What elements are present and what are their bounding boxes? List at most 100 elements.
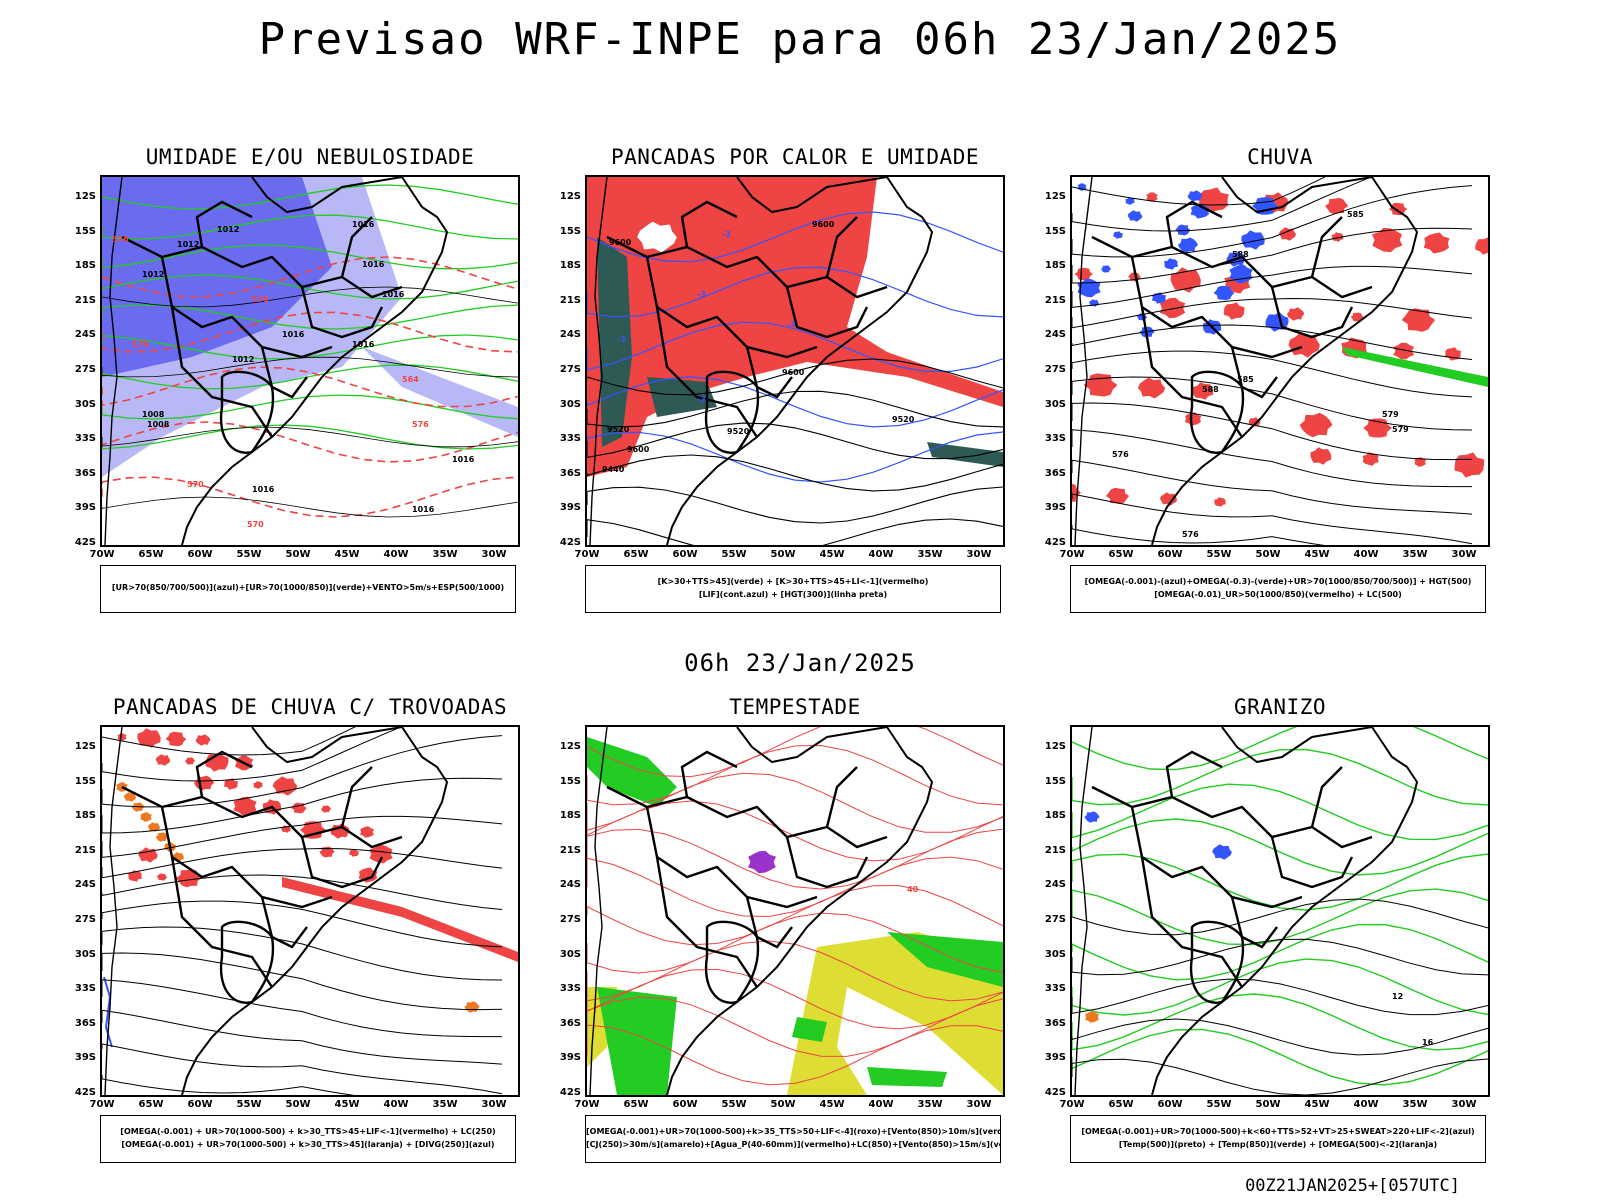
contour-label: 1016 xyxy=(452,455,475,464)
lat-tick-label: 33S xyxy=(1044,983,1066,995)
lat-tick-label: 21S xyxy=(1044,294,1066,306)
lon-tick-label: 40W xyxy=(868,1099,894,1110)
lat-tick-label: 30S xyxy=(559,948,581,960)
contour-label: 576 xyxy=(112,235,129,244)
lon-tick-label: 35W xyxy=(432,549,458,560)
contour-label: 1012 xyxy=(177,240,199,249)
map-svg: 9600 9600 9600 9600 9520 9520 9520 9440 -3 -3 -3 -3… xyxy=(587,177,1003,545)
contour-label: 9520 xyxy=(607,425,630,434)
panel-title: PANCADAS DE CHUVA C/ TROVOADAS xyxy=(112,695,508,719)
lon-tick-label: 65W xyxy=(1108,549,1134,560)
lon-tick-label: 30W xyxy=(966,549,992,560)
lat-tick-label: 42S xyxy=(1044,1087,1066,1098)
lon-tick-label: 60W xyxy=(1157,1099,1183,1110)
lat-tick-label: 42S xyxy=(74,1087,96,1098)
legend-line: [OMEGA(-0.01)_UR>50(1000/850)(vermelho) … xyxy=(1154,590,1402,599)
lat-tick-label: 21S xyxy=(559,844,581,856)
panel-chuva: CHUVA 588 588 585 585 579 576 576 579 12S 15S 18S 2… xyxy=(1030,145,1510,615)
contour-label: 1016 xyxy=(362,260,385,269)
map-frame: 40 xyxy=(585,725,1005,1097)
panel-granizo: GRANIZO 12 16 12S 15S 18S 21S 24S 27S 30S 33S 36S 3… xyxy=(1030,695,1510,1165)
lat-tick-label: 21S xyxy=(1044,844,1066,856)
lon-tick-label: 60W xyxy=(672,549,698,560)
lon-tick-label: 35W xyxy=(432,1099,458,1110)
lon-tick-label: 70W xyxy=(1059,1099,1085,1110)
lat-tick-label: 39S xyxy=(74,502,96,514)
legend-box: [UR>70(850/700/500)](azul)+[UR>70(1000/8… xyxy=(100,565,516,613)
contour-label: 9600 xyxy=(812,220,835,229)
contour-label: 585 xyxy=(1347,210,1364,219)
lon-tick-label: 55W xyxy=(1206,1099,1232,1110)
lon-tick-label: 70W xyxy=(89,1099,115,1110)
lat-tick-label: 18S xyxy=(74,260,96,272)
lon-tick-label: 30W xyxy=(481,1099,507,1110)
panel-title: UMIDADE E/OU NEBULOSIDADE xyxy=(145,145,475,169)
lat-tick-label: 18S xyxy=(1044,810,1066,822)
lat-tick-label: 30S xyxy=(1044,948,1066,960)
lat-tick-label: 27S xyxy=(559,914,581,925)
legend-box: [K>30+TTS>45](verde) + [K>30+TTS>45+LI<-… xyxy=(585,565,1001,613)
lon-tick-label: 65W xyxy=(623,549,649,560)
lon-tick-label: 65W xyxy=(138,549,164,560)
mid-title: 06h 23/Jan/2025 xyxy=(684,649,916,677)
contour-label: 40 xyxy=(907,885,919,894)
panel-pancadas-calor: PANCADAS POR CALOR E UMIDADE 9600 9600 960… xyxy=(545,145,1025,615)
lon-tick-label: 35W xyxy=(1402,1099,1428,1110)
map-frame: 588 588 585 585 579 576 576 579 xyxy=(1070,175,1490,547)
lat-tick-label: 12S xyxy=(559,191,581,202)
lon-tick-label: 65W xyxy=(1108,1099,1134,1110)
legend-line: [UR>70(850/700/500)](azul)+[UR>70(1000/8… xyxy=(111,583,505,592)
legend-line: [OMEGA(-0.001) + UR>70(1000-500) + k>30_… xyxy=(120,1127,496,1136)
lat-tick-label: 36S xyxy=(559,467,581,479)
lon-tick-label: 50W xyxy=(1255,549,1281,560)
lon-tick-label: 70W xyxy=(574,549,600,560)
lat-tick-label: 21S xyxy=(74,294,96,306)
contour-label: 1016 xyxy=(412,505,435,514)
legend-line: [LIF](cont.azul) + [HGT(300)](linha pret… xyxy=(698,590,888,599)
lat-tick-label: 12S xyxy=(74,741,96,752)
panel-tempestade: TEMPESTADE 40 12S 15S 18S 21S 24S 27S 30S 33S 36S… xyxy=(545,695,1025,1165)
lon-tick-label: 30W xyxy=(1451,549,1477,560)
lat-tick-label: 36S xyxy=(74,1017,96,1029)
lat-tick-label: 36S xyxy=(1044,467,1066,479)
contour-label: 9600 xyxy=(627,445,650,454)
lat-tick-label: 24S xyxy=(559,329,581,341)
contour-label: 9520 xyxy=(727,427,750,436)
lat-tick-label: 18S xyxy=(559,260,581,272)
lon-tick-label: 45W xyxy=(1304,1099,1330,1110)
lat-tick-label: 27S xyxy=(74,914,96,925)
map-frame: 12 16 xyxy=(1070,725,1490,1097)
lat-tick-label: 33S xyxy=(74,433,96,445)
contour-label: 576 xyxy=(1112,450,1129,459)
lat-tick-label: 15S xyxy=(74,775,96,787)
contour-label: 588 xyxy=(1232,250,1249,259)
contour-label: 588 xyxy=(1202,385,1219,394)
panel-title: PANCADAS POR CALOR E UMIDADE xyxy=(610,145,979,169)
lon-tick-label: 65W xyxy=(138,1099,164,1110)
lon-tick-label: 35W xyxy=(917,1099,943,1110)
contour-label: 12 xyxy=(1392,992,1403,1001)
lat-tick-label: 30S xyxy=(1044,398,1066,410)
contour-label: 1016 xyxy=(352,340,375,349)
lat-tick-label: 24S xyxy=(1044,879,1066,891)
lon-tick-label: 60W xyxy=(672,1099,698,1110)
lon-tick-label: 50W xyxy=(770,1099,796,1110)
contour-label: 1016 xyxy=(382,290,405,299)
map-svg: 40 xyxy=(587,727,1003,1095)
contour-label: 9440 xyxy=(602,465,625,474)
lat-tick-label: 33S xyxy=(559,983,581,995)
legend-line: [CJ(250)>30m/s](amarelo)+[Agua_P(40-60mm… xyxy=(586,1140,1000,1149)
map-frame: 9600 9600 9600 9600 9520 9520 9520 9440 -3 -3 -3 -3… xyxy=(585,175,1005,547)
lat-tick-label: 12S xyxy=(559,741,581,752)
lat-tick-label: 15S xyxy=(1044,775,1066,787)
lat-tick-label: 42S xyxy=(559,537,581,548)
lat-tick-label: 36S xyxy=(74,467,96,479)
lat-tick-label: 39S xyxy=(74,1052,96,1064)
contour-label: -3 xyxy=(722,230,731,239)
lon-tick-label: 40W xyxy=(383,549,409,560)
map-svg: 588 588 585 585 579 576 576 579 xyxy=(1072,177,1488,545)
lon-tick-label: 70W xyxy=(574,1099,600,1110)
lon-tick-label: 70W xyxy=(89,549,115,560)
contour-label: 9520 xyxy=(892,415,915,424)
map-frame xyxy=(100,725,520,1097)
